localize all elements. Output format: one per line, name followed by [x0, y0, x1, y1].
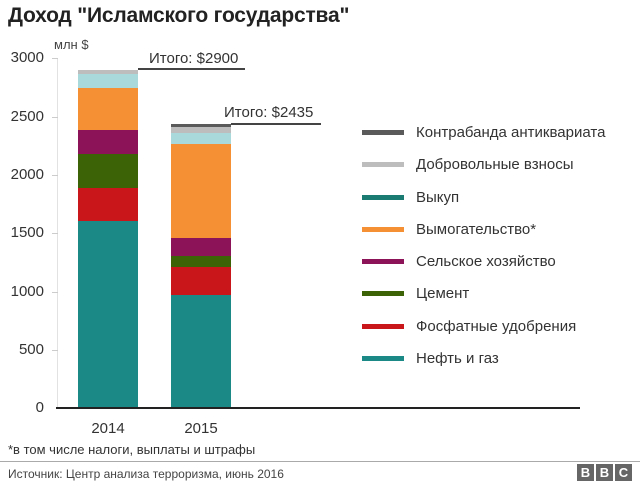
bar-segment — [78, 187, 138, 222]
bar-segment — [78, 74, 138, 89]
bbc-logo-letter: B — [596, 464, 613, 481]
bar-segment — [171, 127, 231, 133]
total-2014-label: Итого: $2900 — [149, 50, 239, 67]
bar-segment — [171, 132, 231, 145]
legend-item-oil-gas: Нефть и газ — [362, 346, 499, 370]
legend-swatch — [362, 258, 404, 264]
total-2015-label: Итого: $2435 — [224, 104, 314, 121]
tick-mark — [52, 58, 58, 59]
legend-label: Сельское хозяйство — [416, 252, 556, 270]
y-tick-2000: 2000 — [10, 166, 44, 183]
tick-mark — [52, 292, 58, 293]
y-tick-1500: 1500 — [10, 224, 44, 241]
y-tick-3000: 3000 — [10, 49, 44, 66]
legend-label: Цемент — [416, 284, 470, 302]
y-tick-1000: 1000 — [10, 283, 44, 300]
bbc-logo-letter: B — [577, 464, 594, 481]
bar-segment — [171, 267, 231, 296]
bar-segment — [78, 88, 138, 131]
bbc-logo-letter: C — [615, 464, 632, 481]
legend-item-phosphate: Фосфатные удобрения — [362, 314, 576, 338]
tick-mark — [52, 117, 58, 118]
legend-label: Вымогательство* — [416, 220, 537, 238]
legend-label: Фосфатные удобрения — [416, 317, 577, 335]
bar-segment — [78, 221, 138, 408]
legend-label: Контрабанда антиквариата — [416, 123, 606, 141]
y-tick-0: 0 — [35, 399, 44, 416]
source-text: Источник: Центр анализа терроризма, июнь… — [8, 467, 284, 481]
legend-item-cement: Цемент — [362, 281, 469, 305]
bar-segment — [171, 123, 231, 128]
legend-item-donations: Добровольные взносы — [362, 152, 574, 176]
total-2015-line — [231, 123, 321, 125]
bar-2014 — [78, 58, 138, 408]
footnote: *в том числе налоги, выплаты и штрафы — [8, 442, 256, 457]
bbc-logo: B B C — [577, 464, 632, 481]
legend-swatch — [362, 194, 404, 200]
legend-label: Нефть и газ — [416, 349, 499, 367]
bar-segment — [171, 255, 231, 268]
y-tick-2500: 2500 — [10, 108, 44, 125]
bar-segment — [171, 238, 231, 256]
y-axis-unit: млн $ — [54, 37, 89, 52]
legend-label: Выкуп — [416, 188, 460, 206]
legend-swatch — [362, 323, 404, 329]
chart-title: Доход "Исламского государства" — [8, 4, 350, 27]
legend-swatch — [362, 129, 404, 135]
x-label-2014: 2014 — [91, 420, 125, 437]
baseline — [56, 407, 580, 409]
legend-swatch — [362, 161, 404, 167]
tick-mark — [52, 233, 58, 234]
legend-label: Добровольные взносы — [416, 155, 574, 173]
bar-segment — [78, 153, 138, 188]
legend-item-agriculture: Сельское хозяйство — [362, 249, 556, 273]
bar-segment — [171, 144, 231, 239]
legend-item-ransom: Выкуп — [362, 185, 459, 209]
legend-swatch — [362, 226, 404, 232]
bar-segment — [171, 295, 231, 408]
x-label-2015: 2015 — [184, 420, 218, 437]
legend-item-extortion: Вымогательство* — [362, 217, 536, 241]
tick-mark — [52, 175, 58, 176]
legend-swatch — [362, 355, 404, 361]
total-2014-line — [138, 68, 245, 70]
legend-swatch — [362, 290, 404, 296]
bar-2015 — [171, 58, 231, 408]
y-tick-500: 500 — [18, 341, 44, 358]
tick-mark — [52, 350, 58, 351]
footer-divider — [0, 461, 640, 462]
bar-segment — [78, 69, 138, 75]
bar-segment — [78, 130, 138, 154]
legend-item-antiquities: Контрабанда антиквариата — [362, 120, 605, 144]
